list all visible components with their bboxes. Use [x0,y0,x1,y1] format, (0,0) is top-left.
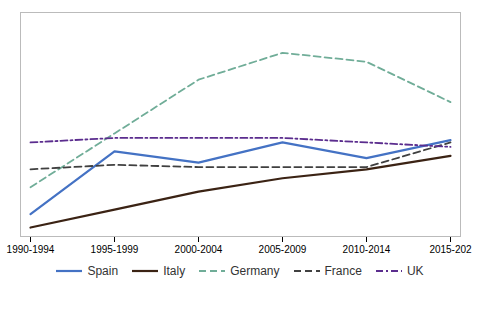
svg-text:1990-1994: 1990-1994 [7,244,55,255]
html-text:UK: UK [406,264,424,278]
html-text:France: France [324,264,362,278]
html-text:Italy: Italy [163,264,186,278]
svg-text:2000-2004: 2000-2004 [175,244,223,255]
html-text:Germany: Germany [230,264,280,278]
svg-text:2005-2009: 2005-2009 [259,244,307,255]
svg-text:1995-1999: 1995-1999 [91,244,139,255]
svg-text:2015-202: 2015-202 [429,244,472,255]
svg-text:2010-2014: 2010-2014 [343,244,391,255]
html-text:Spain: Spain [87,264,119,278]
